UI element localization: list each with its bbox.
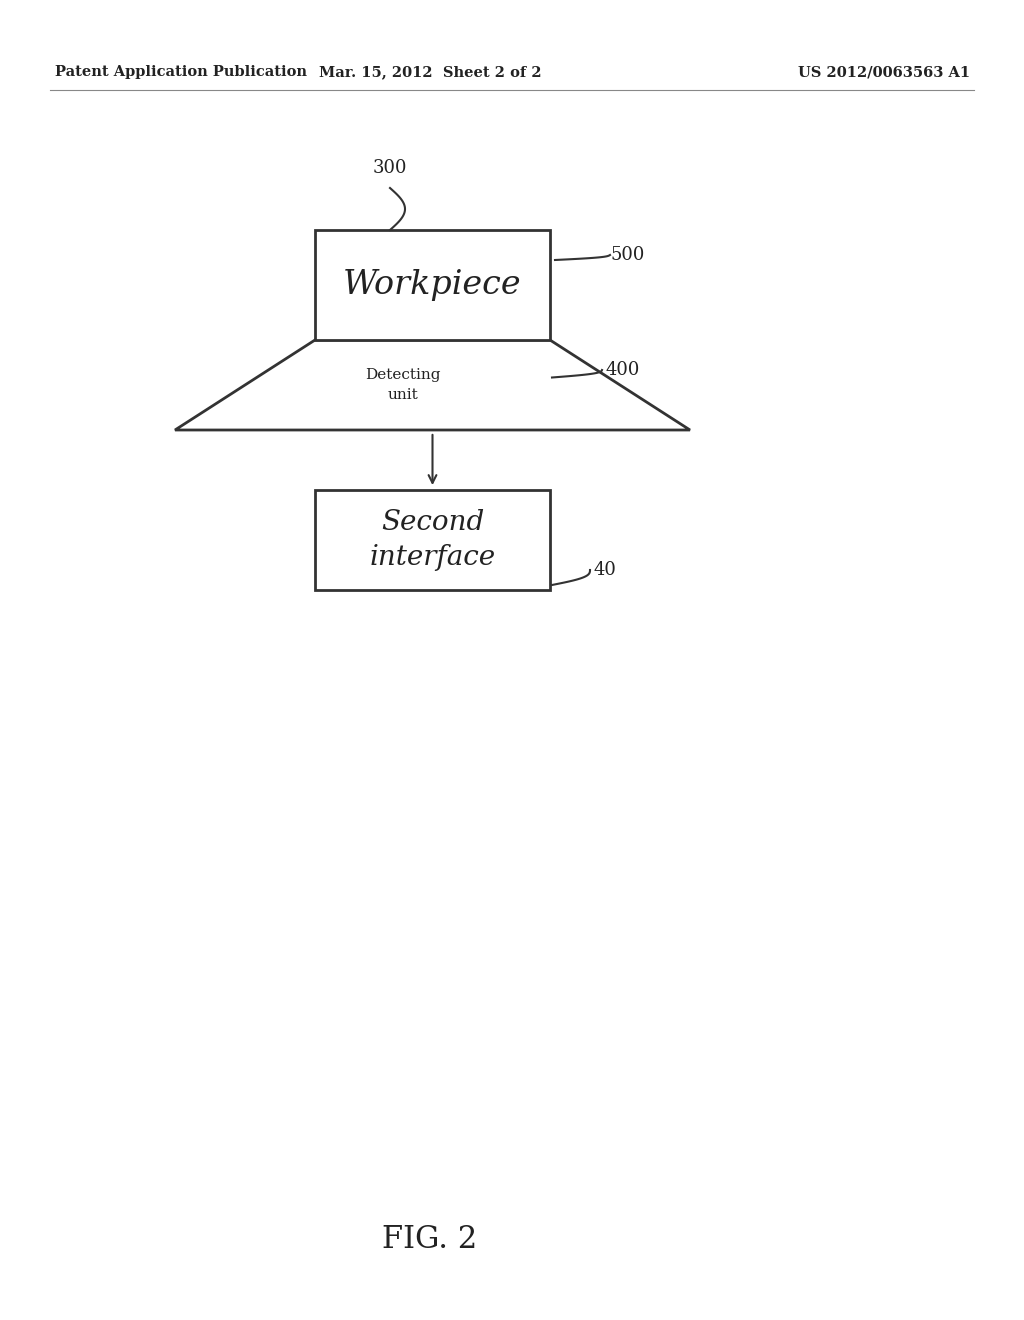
Text: Workpiece: Workpiece <box>343 269 522 301</box>
Text: Mar. 15, 2012  Sheet 2 of 2: Mar. 15, 2012 Sheet 2 of 2 <box>318 65 542 79</box>
Bar <box>315 230 550 341</box>
Text: Patent Application Publication: Patent Application Publication <box>55 65 307 79</box>
Bar <box>315 490 550 590</box>
Text: US 2012/0063563 A1: US 2012/0063563 A1 <box>798 65 970 79</box>
Text: 500: 500 <box>610 246 644 264</box>
Text: 400: 400 <box>605 360 639 379</box>
Text: 300: 300 <box>373 158 408 177</box>
Polygon shape <box>175 341 690 430</box>
Text: FIG. 2: FIG. 2 <box>382 1225 477 1255</box>
Text: Second
interface: Second interface <box>370 508 496 572</box>
Text: Detecting
unit: Detecting unit <box>365 368 440 401</box>
Text: 40: 40 <box>593 561 615 579</box>
